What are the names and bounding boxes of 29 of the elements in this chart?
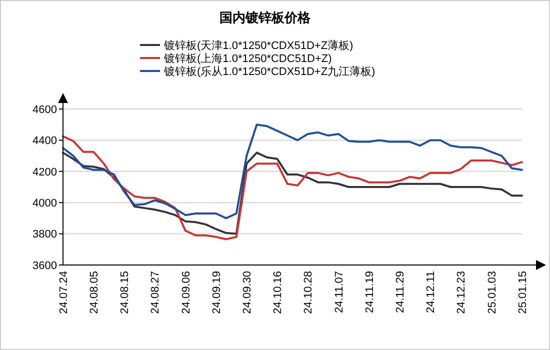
x-tick-label: 24.07.24: [58, 271, 70, 314]
x-tick-label: 24.12.11: [425, 271, 438, 314]
x-tick-label: 24.08.05: [88, 271, 100, 314]
x-tick-label: 24.11.19: [364, 271, 376, 314]
y-tick-label: 3600: [32, 260, 57, 272]
y-tick-label: 4000: [32, 197, 57, 210]
legend-label: 镀锌板(乐从1.0*1250*CDX51D+Z九江薄板): [163, 65, 376, 78]
x-tick-label: 24.10.16: [272, 271, 284, 314]
line-series: [62, 135, 523, 240]
line-series: [62, 124, 523, 220]
x-tick-label: 24.09.06: [180, 271, 192, 314]
x-tick-label: 24.09.30: [241, 271, 254, 314]
x-tick-label: 24.08.27: [150, 271, 162, 314]
y-tick-label: 4200: [32, 166, 57, 178]
legend-label: 镀锌板(上海1.0*1250*CDC51D+Z): [163, 52, 332, 65]
x-tick-label: 24.09.19: [210, 271, 223, 314]
x-tick-label: 24.12.23: [456, 271, 468, 314]
x-tick-label: 24.11.29: [394, 271, 406, 314]
x-tick-label: 25.01.03: [486, 271, 498, 314]
x-tick-label: 24.10.28: [302, 271, 315, 314]
y-tick-label: 4600: [32, 104, 57, 116]
legend-label: 镀锌板(天津1.0*1250*CDX51D+Z薄板): [163, 39, 354, 52]
x-tick-label: 24.08.15: [119, 271, 132, 314]
y-tick-label: 3800: [32, 228, 57, 241]
line-series: [62, 152, 523, 235]
x-tick-label: 24.11.07: [333, 271, 346, 314]
chart-title: 国内镀锌板价格: [220, 10, 312, 25]
x-tick-label: 25.01.15: [516, 271, 529, 314]
y-tick-label: 4400: [32, 135, 57, 148]
